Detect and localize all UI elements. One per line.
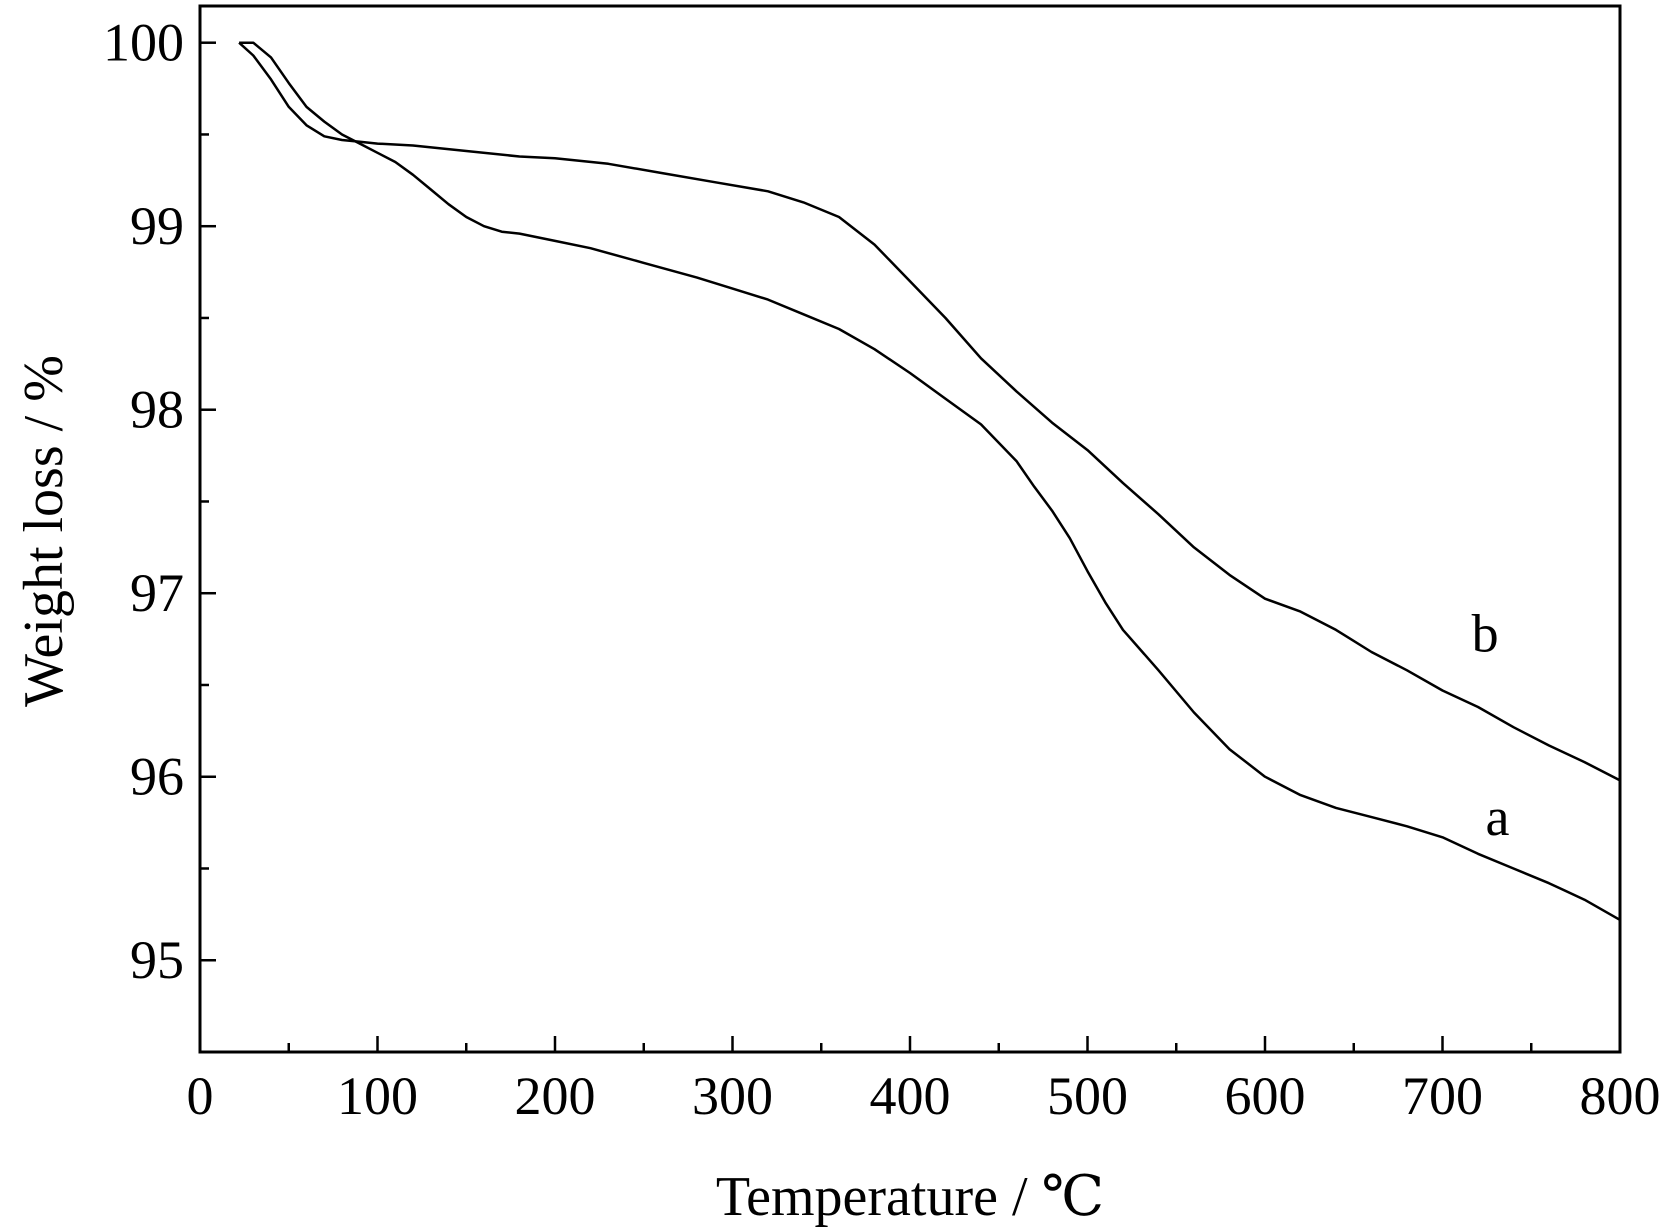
series-label-a: a	[1486, 787, 1510, 847]
x-tick-labels: 0 100 200 300 400 500 600 700 800	[187, 1066, 1661, 1126]
series-line-a	[239, 41, 1621, 921]
y-tick-label-96: 96	[130, 747, 184, 807]
y-tick-label-95: 95	[130, 930, 184, 990]
x-tick-label-200: 200	[515, 1066, 596, 1126]
y-tick-label-98: 98	[130, 380, 184, 440]
x-tick-label-0: 0	[187, 1066, 214, 1126]
x-tick-label-300: 300	[692, 1066, 773, 1126]
series-line-b	[238, 41, 1621, 782]
x-tick-label-400: 400	[870, 1066, 951, 1126]
ticks-layer	[198, 41, 1622, 1052]
series-label-b: b	[1472, 604, 1499, 664]
x-tick-label-600: 600	[1225, 1066, 1306, 1126]
x-tick-label-700: 700	[1402, 1066, 1483, 1126]
x-axis-label: Temperature / ℃	[716, 1166, 1104, 1228]
plot-frame	[198, 4, 1622, 1054]
y-axis-label: Weight loss / %	[13, 355, 75, 707]
x-tick-label-100: 100	[337, 1066, 418, 1126]
annotations-layer: ba	[1472, 604, 1510, 848]
series-layer	[238, 41, 1621, 921]
x-tick-label-800: 800	[1580, 1066, 1661, 1126]
y-tick-label-99: 99	[130, 196, 184, 256]
y-tick-label-100: 100	[103, 13, 184, 73]
y-tick-labels: 95 96 97 98 99 100	[103, 13, 184, 991]
y-tick-label-97: 97	[130, 563, 184, 623]
x-tick-label-500: 500	[1047, 1066, 1128, 1126]
